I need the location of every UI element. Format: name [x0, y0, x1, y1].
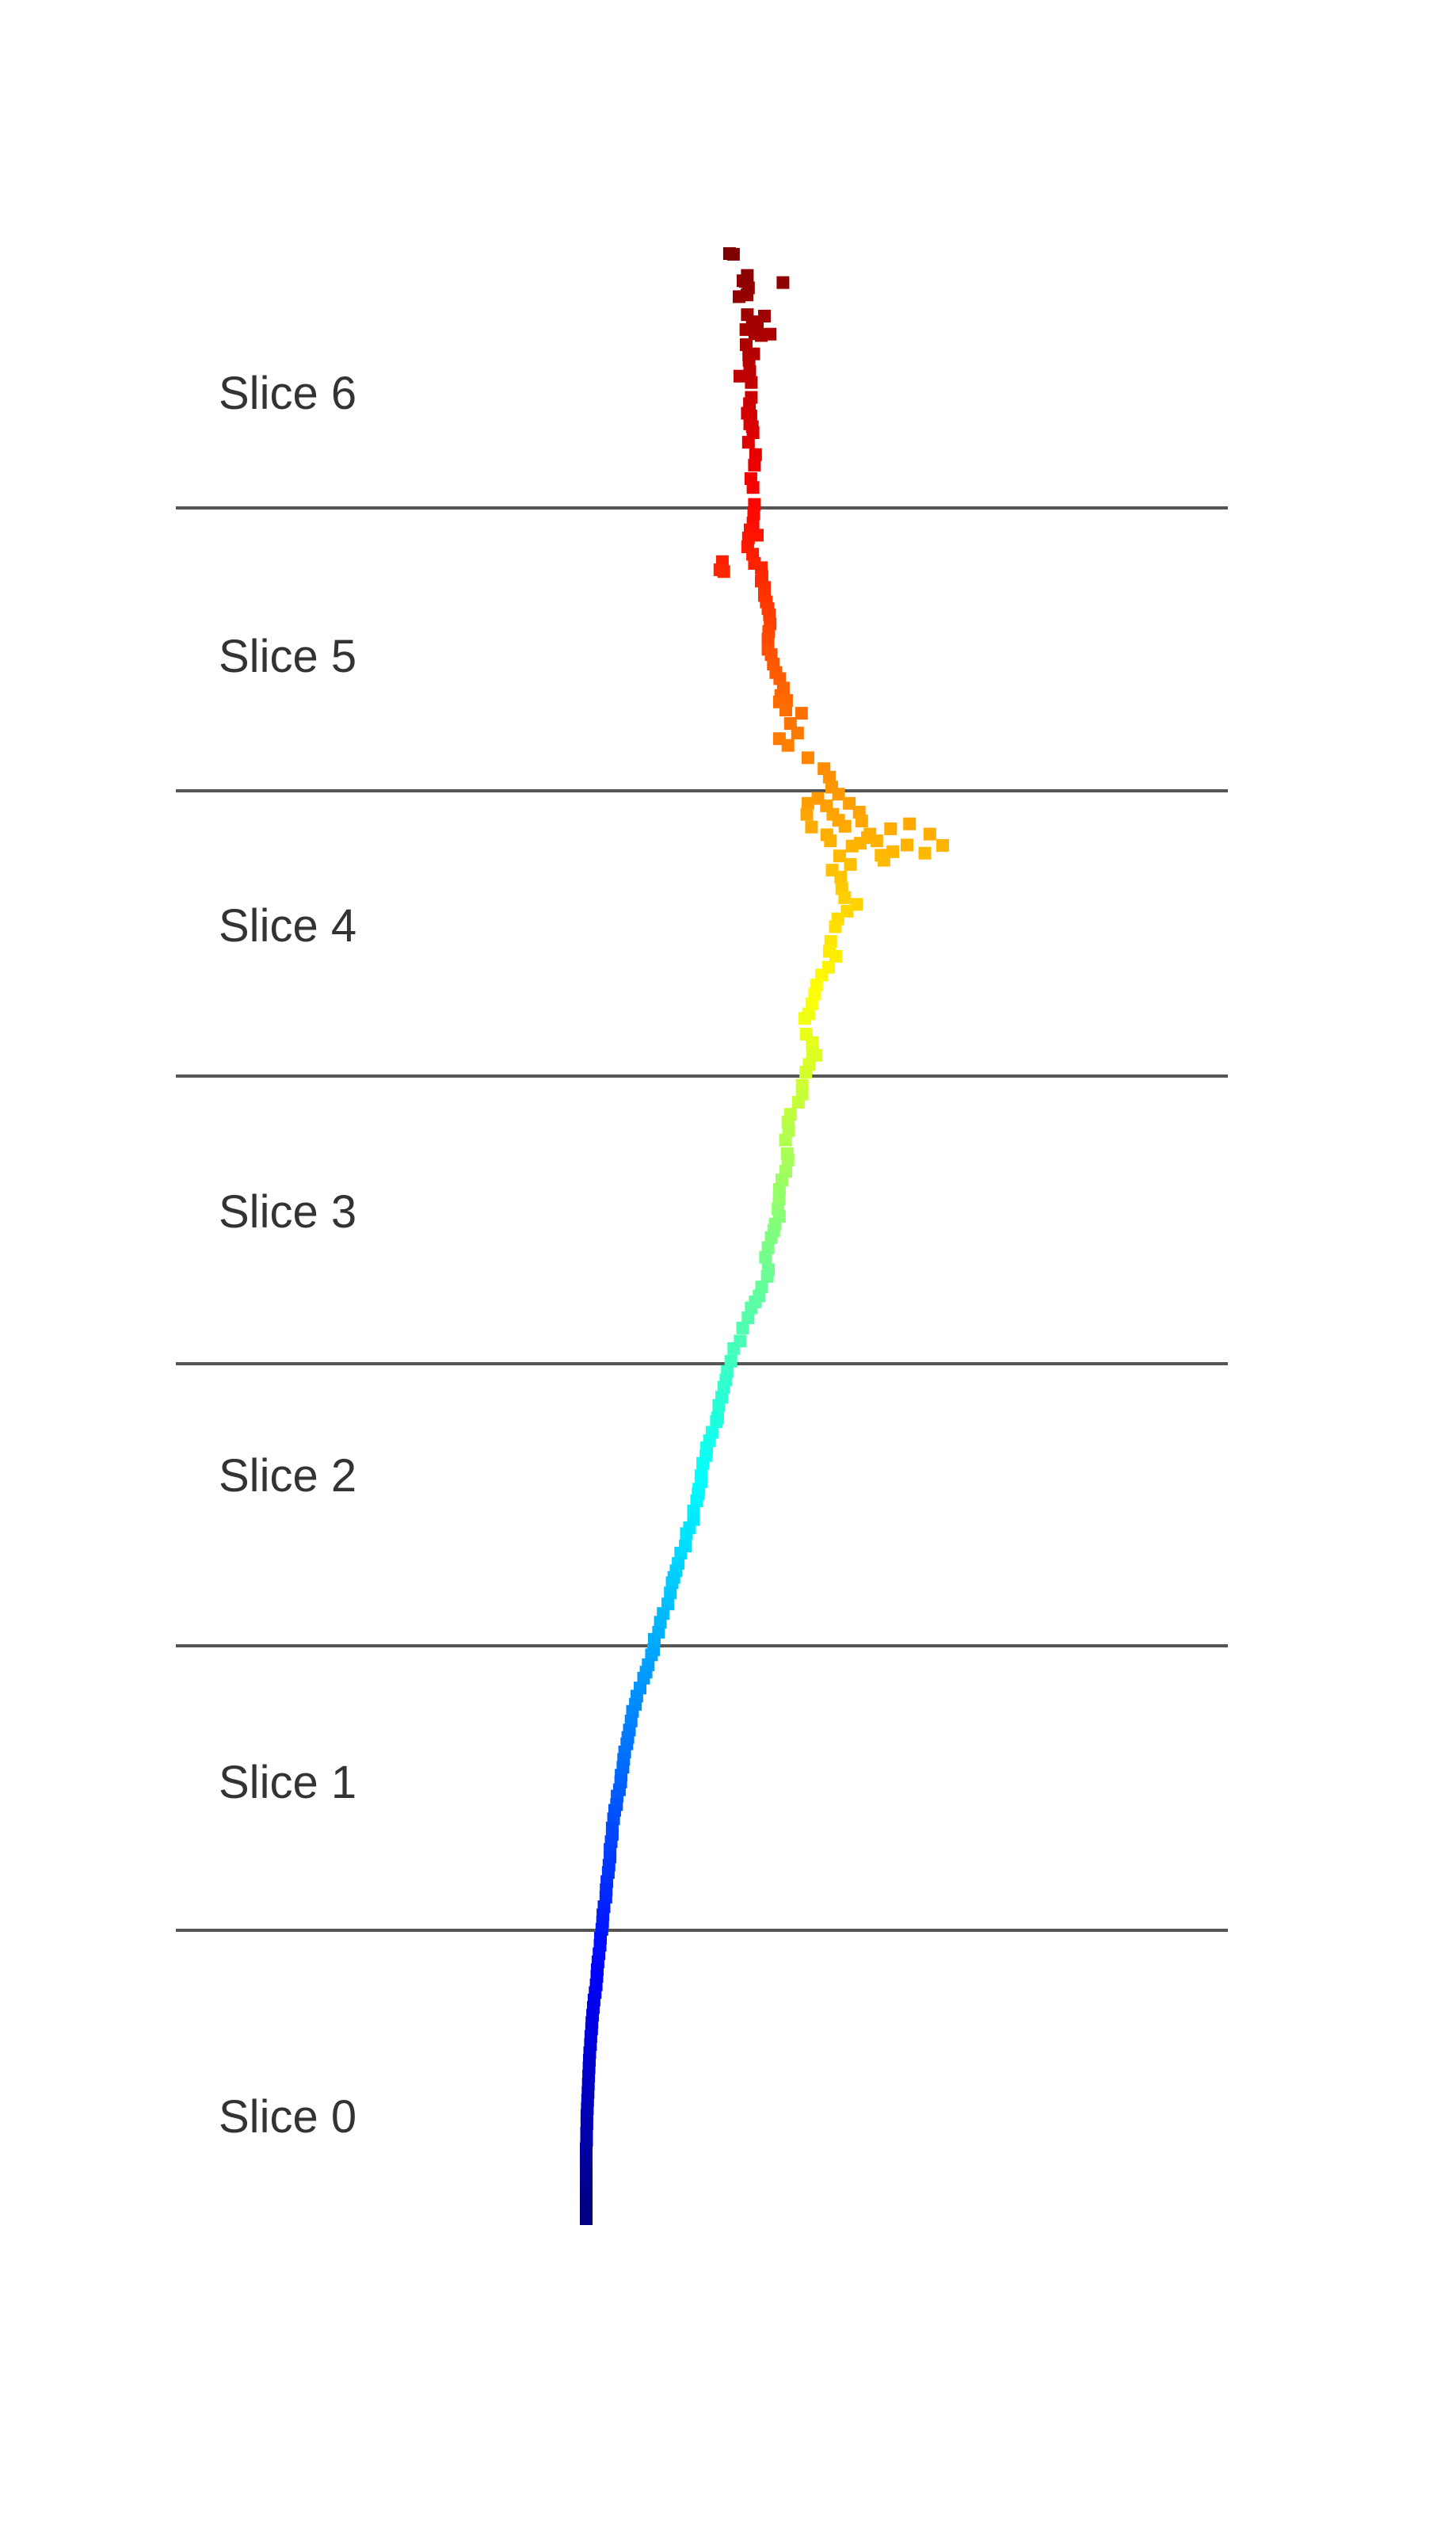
- scatter-point: [717, 565, 730, 578]
- scatter-point: [903, 817, 917, 830]
- slice-label-0: Slice 0: [219, 2091, 356, 2143]
- scatter-point: [783, 717, 797, 730]
- scatter-point: [745, 1301, 758, 1315]
- scatter-point: [824, 935, 837, 949]
- scatter-point: [599, 1891, 612, 1904]
- scatter-point: [741, 436, 755, 449]
- scatter-point: [811, 792, 825, 805]
- scatter-point: [901, 838, 913, 852]
- scatter-point: [748, 459, 761, 472]
- scatter-point: [832, 788, 845, 801]
- slice-label-1: Slice 1: [219, 1757, 356, 1808]
- scatter-point: [654, 1616, 667, 1629]
- scatter-point: [801, 796, 814, 810]
- scatter-point: [843, 796, 856, 810]
- slice-label-3: Slice 3: [219, 1186, 356, 1238]
- slice-label-4: Slice 4: [219, 900, 356, 952]
- scatter-point: [838, 891, 852, 904]
- scatter-point: [795, 707, 808, 720]
- scatter-point: [806, 1036, 819, 1049]
- scatter-point: [824, 834, 837, 848]
- scatter-point: [648, 1632, 661, 1646]
- scatter-point: [822, 770, 836, 784]
- scatter-point: [834, 871, 848, 884]
- scatter-point: [833, 849, 846, 863]
- scatter-point: [772, 1183, 786, 1197]
- scatter-point: [727, 1342, 741, 1355]
- scatter-point: [791, 727, 804, 740]
- scatter-point: [776, 276, 790, 289]
- scatter-point: [741, 1311, 755, 1324]
- scatter-point: [745, 376, 758, 389]
- scatter-point: [580, 2212, 593, 2225]
- scatter-point: [665, 1576, 679, 1590]
- scatter-point: [741, 269, 754, 282]
- scatter-point: [739, 323, 753, 336]
- scatter-point: [855, 815, 868, 828]
- scatter-point: [829, 920, 842, 933]
- scatter-point: [798, 1012, 811, 1025]
- scatter-point: [791, 1096, 805, 1109]
- scatter-point: [764, 1231, 778, 1244]
- slice-labels: Slice 6 Slice 5 Slice 4 Slice 3 Slice 2 …: [219, 368, 356, 2143]
- scatter-point: [801, 751, 814, 765]
- scatter-point: [626, 1704, 639, 1718]
- scatter-point: [741, 308, 754, 322]
- scatter-point: [680, 1527, 693, 1540]
- scatter-points: [580, 247, 949, 2225]
- slice-dividers: [176, 506, 1228, 1932]
- slice-label-2: Slice 2: [219, 1450, 356, 1502]
- slice-label-6: Slice 6: [219, 368, 356, 419]
- scatter-point: [863, 827, 877, 841]
- scatter-point: [923, 827, 936, 841]
- scatter-point: [918, 846, 932, 860]
- scatter-point: [645, 1648, 658, 1662]
- scatter-point: [850, 898, 863, 911]
- scatter-point: [815, 968, 828, 982]
- scatter-point: [760, 1269, 774, 1283]
- scatter-point: [712, 1399, 726, 1412]
- scatter-point: [674, 1547, 688, 1559]
- scatter-point: [799, 1066, 813, 1079]
- scatter-point: [805, 820, 818, 834]
- scatter-point: [637, 1671, 650, 1685]
- scatter-point: [854, 837, 867, 850]
- scatter-point: [779, 1133, 792, 1147]
- scatter-point: [800, 807, 814, 821]
- scatter-point: [772, 1193, 786, 1206]
- scatter-point: [829, 949, 842, 963]
- scatter-point: [884, 822, 898, 835]
- scatter-point: [761, 632, 775, 646]
- scatter-point: [741, 281, 755, 295]
- scatter-point: [844, 857, 857, 871]
- scatter-point: [696, 1456, 710, 1470]
- scatter-point: [743, 365, 757, 378]
- scatter-point: [779, 704, 792, 717]
- scatter-point: [761, 1241, 775, 1254]
- scatter-point: [726, 247, 740, 261]
- scatter-point: [664, 1586, 677, 1600]
- scatter-point: [781, 739, 795, 752]
- scatter-point: [749, 448, 762, 461]
- scatter-point: [936, 838, 949, 852]
- scatter-point: [734, 369, 746, 383]
- scatter-point: [805, 997, 818, 1010]
- scatter-point: [759, 1250, 772, 1264]
- scatter-point: [781, 1153, 795, 1166]
- scatter-point: [724, 1354, 738, 1368]
- scatter-point: [875, 849, 888, 862]
- slice-label-5: Slice 5: [219, 631, 356, 682]
- scatter-point: [742, 353, 756, 367]
- scatter-point: [736, 1321, 749, 1334]
- scatter-point: [690, 1494, 703, 1507]
- scatter-point: [746, 481, 760, 494]
- scatter-point: [710, 1415, 723, 1429]
- scatter-point: [717, 1380, 730, 1394]
